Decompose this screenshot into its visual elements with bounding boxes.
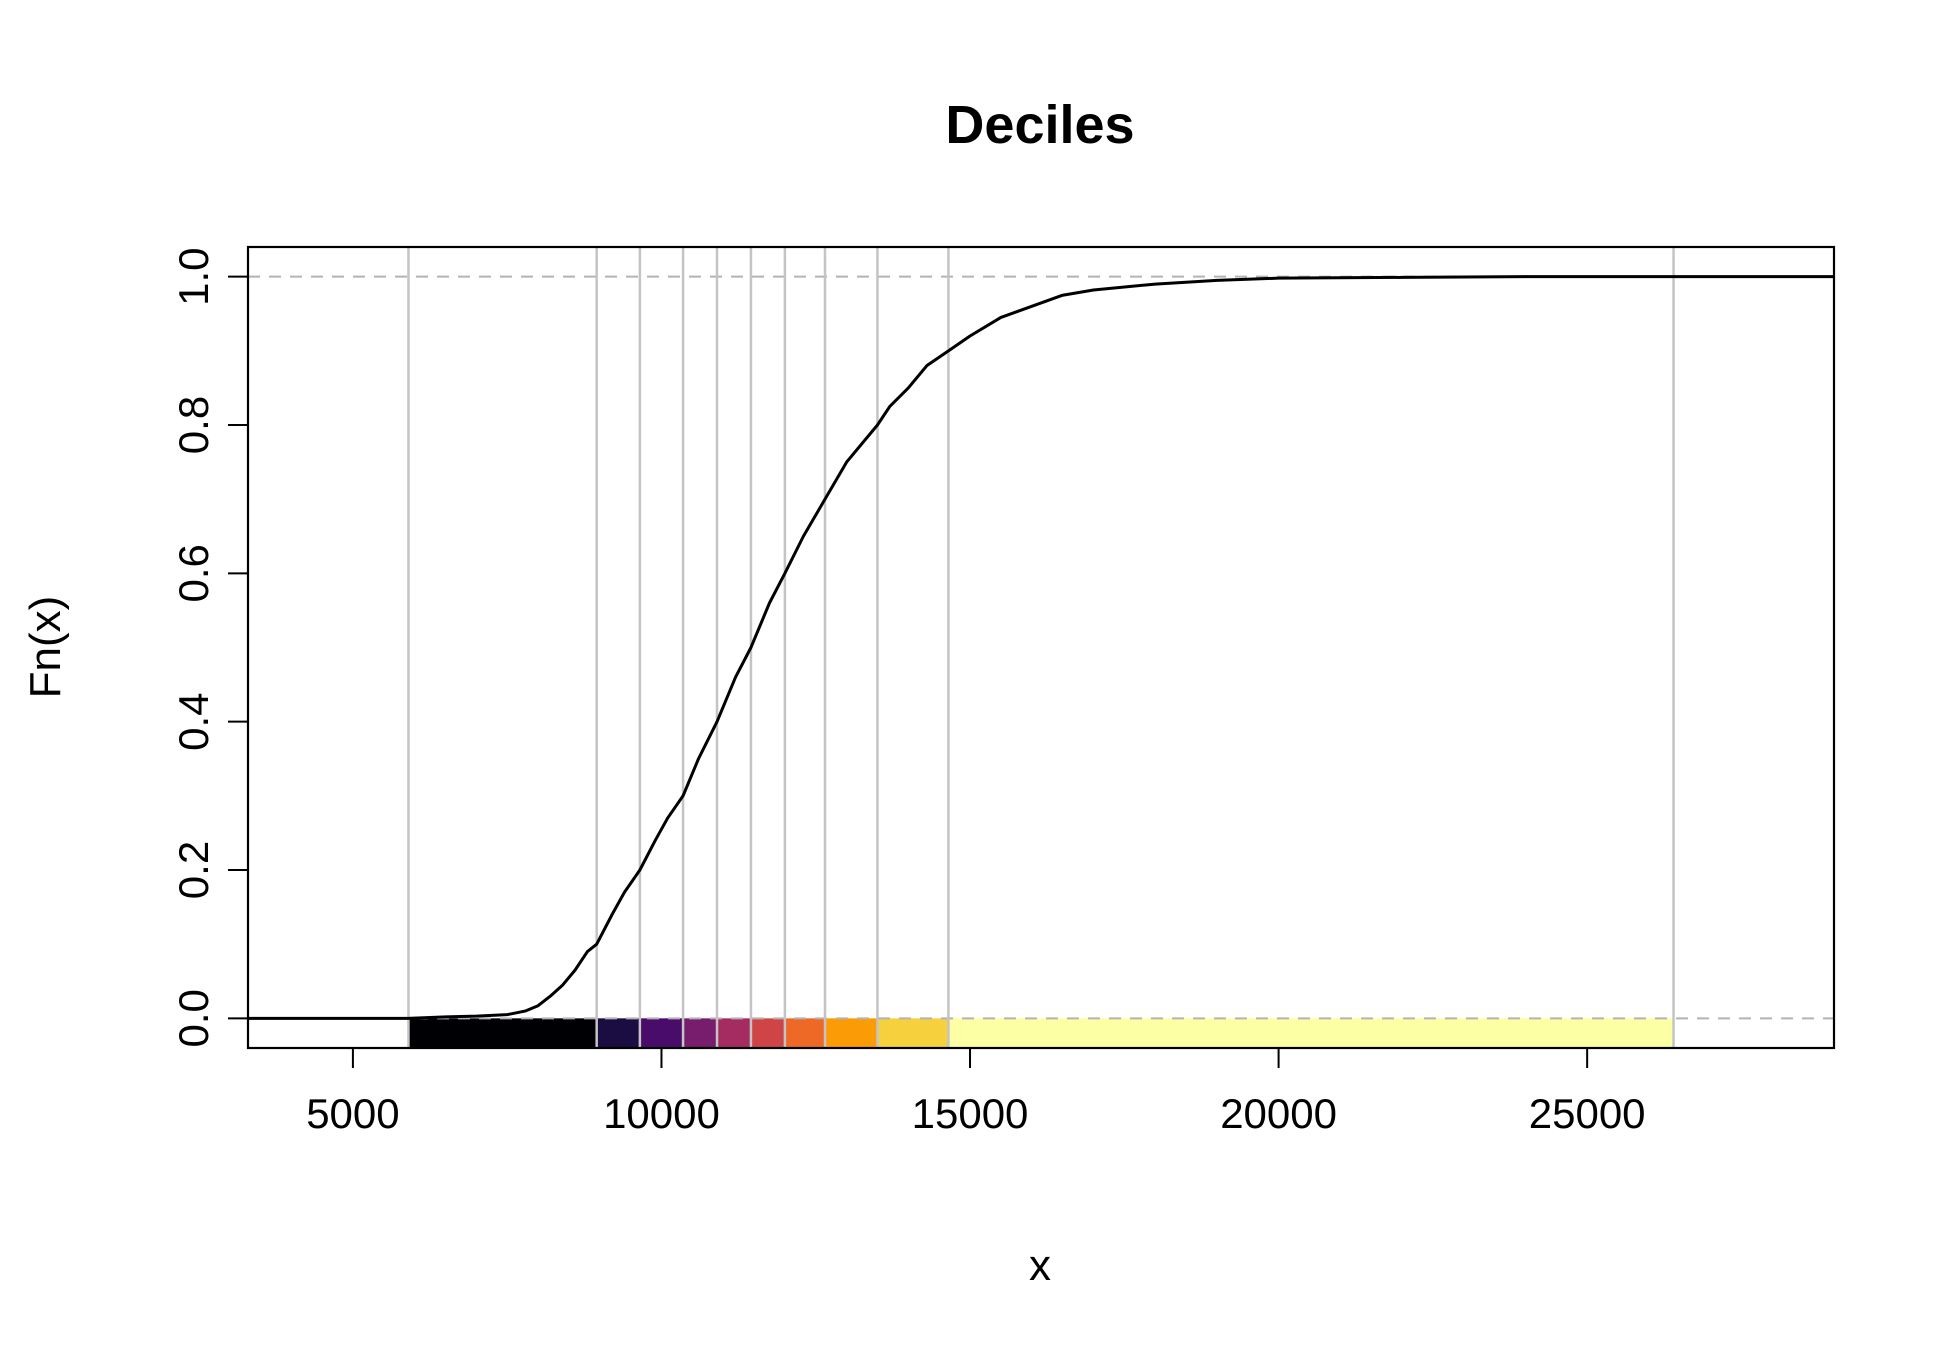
x-tick-label-2: 15000 <box>912 1090 1029 1137</box>
x-axis-label: x <box>1029 1241 1051 1290</box>
y-tick-label-2: 0.4 <box>170 692 217 750</box>
decile-band-3 <box>639 1018 684 1048</box>
decile-band-2 <box>596 1018 641 1048</box>
decile-band-6 <box>750 1018 786 1048</box>
y-tick-label-1: 0.2 <box>170 841 217 899</box>
decile-band-7 <box>784 1018 826 1048</box>
decile-band-4 <box>683 1018 718 1048</box>
y-tick-label-5: 1.0 <box>170 247 217 305</box>
plot-frame <box>246 245 1836 1050</box>
x-tick-label-0: 5000 <box>306 1090 399 1137</box>
decile-band-10 <box>948 1018 1675 1048</box>
chart-title: Deciles <box>945 95 1134 155</box>
y-tick-label-4: 0.8 <box>170 396 217 454</box>
plot-area: 5000 10000 15000 20000 25000 0.0 0.2 0.4 0.6 0.8 1… <box>170 245 1836 1137</box>
ecdf-series-line <box>248 275 1834 1020</box>
decile-band-1 <box>408 1018 598 1048</box>
x-tick-label-4: 25000 <box>1529 1090 1646 1137</box>
decile-band-8 <box>825 1018 878 1048</box>
x-tick-label-3: 20000 <box>1220 1090 1337 1137</box>
decile-band-5 <box>717 1018 752 1048</box>
y-tick-label-3: 0.6 <box>170 544 217 602</box>
decile-band-9 <box>877 1018 949 1048</box>
x-tick-label-1: 10000 <box>603 1090 720 1137</box>
y-axis-label: Fn(x) <box>21 596 70 699</box>
y-tick-label-0: 0.0 <box>170 989 217 1047</box>
